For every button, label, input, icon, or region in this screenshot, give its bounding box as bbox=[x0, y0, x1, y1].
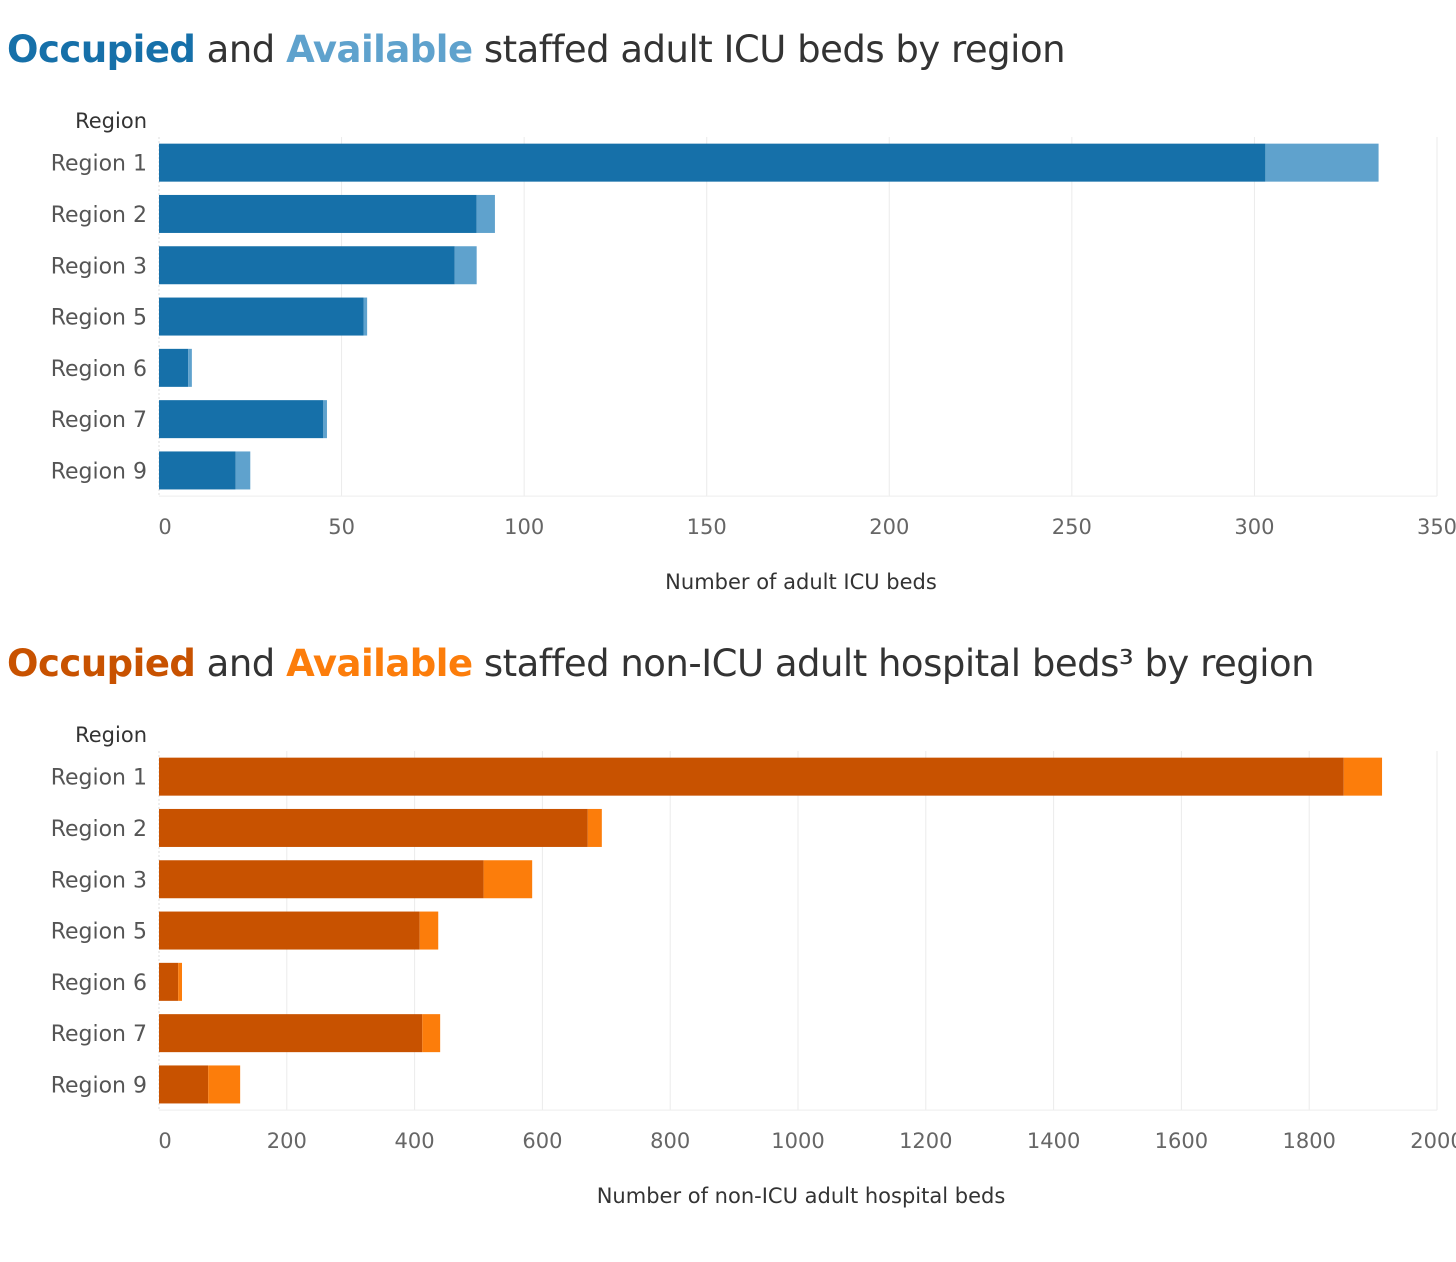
y-axis-title: Region bbox=[75, 109, 147, 133]
title-occupied: Occupied bbox=[7, 28, 196, 71]
bar-occupied-region-1 bbox=[159, 143, 1266, 182]
bar-available-region-9 bbox=[235, 451, 251, 490]
region-label: Region 9 bbox=[51, 459, 147, 484]
x-tick-label: 800 bbox=[650, 1129, 690, 1153]
bar-available-region-2 bbox=[587, 808, 602, 847]
x-tick-label: 1600 bbox=[1155, 1129, 1208, 1153]
x-tick-label: 600 bbox=[522, 1129, 562, 1153]
region-label: Region 7 bbox=[51, 1022, 147, 1047]
bar-occupied-region-1 bbox=[159, 757, 1344, 796]
x-tick-label: 1000 bbox=[771, 1129, 824, 1153]
bar-occupied-region-2 bbox=[159, 808, 588, 847]
region-label: Region 2 bbox=[51, 817, 147, 842]
bar-available-region-3 bbox=[454, 246, 477, 285]
title-available: Available bbox=[286, 642, 473, 685]
bar-occupied-region-7 bbox=[159, 400, 324, 439]
x-tick-label: 1200 bbox=[899, 1129, 952, 1153]
bar-occupied-region-7 bbox=[159, 1014, 423, 1053]
bar-occupied-region-3 bbox=[159, 860, 484, 899]
region-label: Region 9 bbox=[51, 1073, 147, 1098]
bar-available-region-5 bbox=[363, 297, 368, 336]
bar-available-region-1 bbox=[1343, 757, 1383, 796]
title-rest: staffed adult ICU beds by region bbox=[472, 28, 1066, 71]
x-tick-label: 400 bbox=[395, 1129, 435, 1153]
bar-available-region-9 bbox=[208, 1065, 241, 1104]
title-rest: staffed non-ICU adult hospital beds³ by … bbox=[472, 642, 1315, 685]
bar-occupied-region-3 bbox=[159, 246, 455, 285]
title-and: and bbox=[195, 642, 287, 685]
region-label: Region 6 bbox=[51, 357, 147, 382]
x-axis-title: Number of adult ICU beds bbox=[665, 570, 937, 594]
bar-available-region-7 bbox=[422, 1014, 441, 1053]
x-tick-label: 1400 bbox=[1027, 1129, 1080, 1153]
bar-occupied-region-9 bbox=[159, 1065, 209, 1104]
bar-available-region-2 bbox=[476, 194, 495, 233]
x-axis-title: Number of non-ICU adult hospital beds bbox=[597, 1184, 1006, 1208]
region-label: Region 7 bbox=[51, 408, 147, 433]
x-tick-label: 2000 bbox=[1410, 1129, 1456, 1153]
chart-title-non-icu: Occupied and Available staffed non-ICU a… bbox=[7, 642, 1315, 685]
x-tick-label: 0 bbox=[158, 515, 171, 539]
title-occupied: Occupied bbox=[7, 642, 196, 685]
x-tick-label: 50 bbox=[328, 515, 355, 539]
bar-available-region-6 bbox=[178, 962, 183, 1001]
region-label: Region 3 bbox=[51, 868, 147, 893]
region-label: Region 3 bbox=[51, 254, 147, 279]
region-label: Region 2 bbox=[51, 203, 147, 228]
bar-occupied-region-5 bbox=[159, 297, 364, 336]
bar-available-region-7 bbox=[323, 400, 327, 439]
chart-title-icu: Occupied and Available staffed adult ICU… bbox=[7, 28, 1066, 71]
region-label: Region 6 bbox=[51, 971, 147, 996]
title-available: Available bbox=[286, 28, 473, 71]
title-and: and bbox=[195, 28, 287, 71]
x-tick-label: 100 bbox=[504, 515, 544, 539]
region-label: Region 5 bbox=[51, 306, 147, 331]
bar-occupied-region-6 bbox=[159, 962, 179, 1001]
bar-available-region-6 bbox=[188, 348, 192, 387]
x-tick-label: 200 bbox=[267, 1129, 307, 1153]
x-tick-label: 300 bbox=[1234, 515, 1274, 539]
non-icu-chart: 0 200 400 600 800 1000 1200 1400 1600 1800 2000 Reg… bbox=[51, 723, 1456, 1208]
region-label: Region 1 bbox=[51, 766, 147, 791]
bar-occupied-region-2 bbox=[159, 194, 477, 233]
x-tick-label: 350 bbox=[1417, 515, 1456, 539]
bar-available-region-5 bbox=[419, 911, 439, 950]
x-tick-label: 250 bbox=[1052, 515, 1092, 539]
bar-occupied-region-6 bbox=[159, 348, 189, 387]
bar-occupied-region-5 bbox=[159, 911, 420, 950]
bar-occupied-region-9 bbox=[159, 451, 236, 490]
region-label: Region 1 bbox=[51, 152, 147, 177]
x-tick-label: 1800 bbox=[1282, 1129, 1335, 1153]
bar-available-region-1 bbox=[1265, 143, 1379, 182]
x-tick-label: 150 bbox=[687, 515, 727, 539]
bar-available-region-3 bbox=[483, 860, 533, 899]
y-axis-title: Region bbox=[75, 723, 147, 747]
icu-chart: 0 50 100 150 200 250 300 350 Region Number of adu… bbox=[51, 109, 1456, 594]
x-tick-label: 0 bbox=[158, 1129, 171, 1153]
region-label: Region 5 bbox=[51, 920, 147, 945]
x-tick-label: 200 bbox=[869, 515, 909, 539]
